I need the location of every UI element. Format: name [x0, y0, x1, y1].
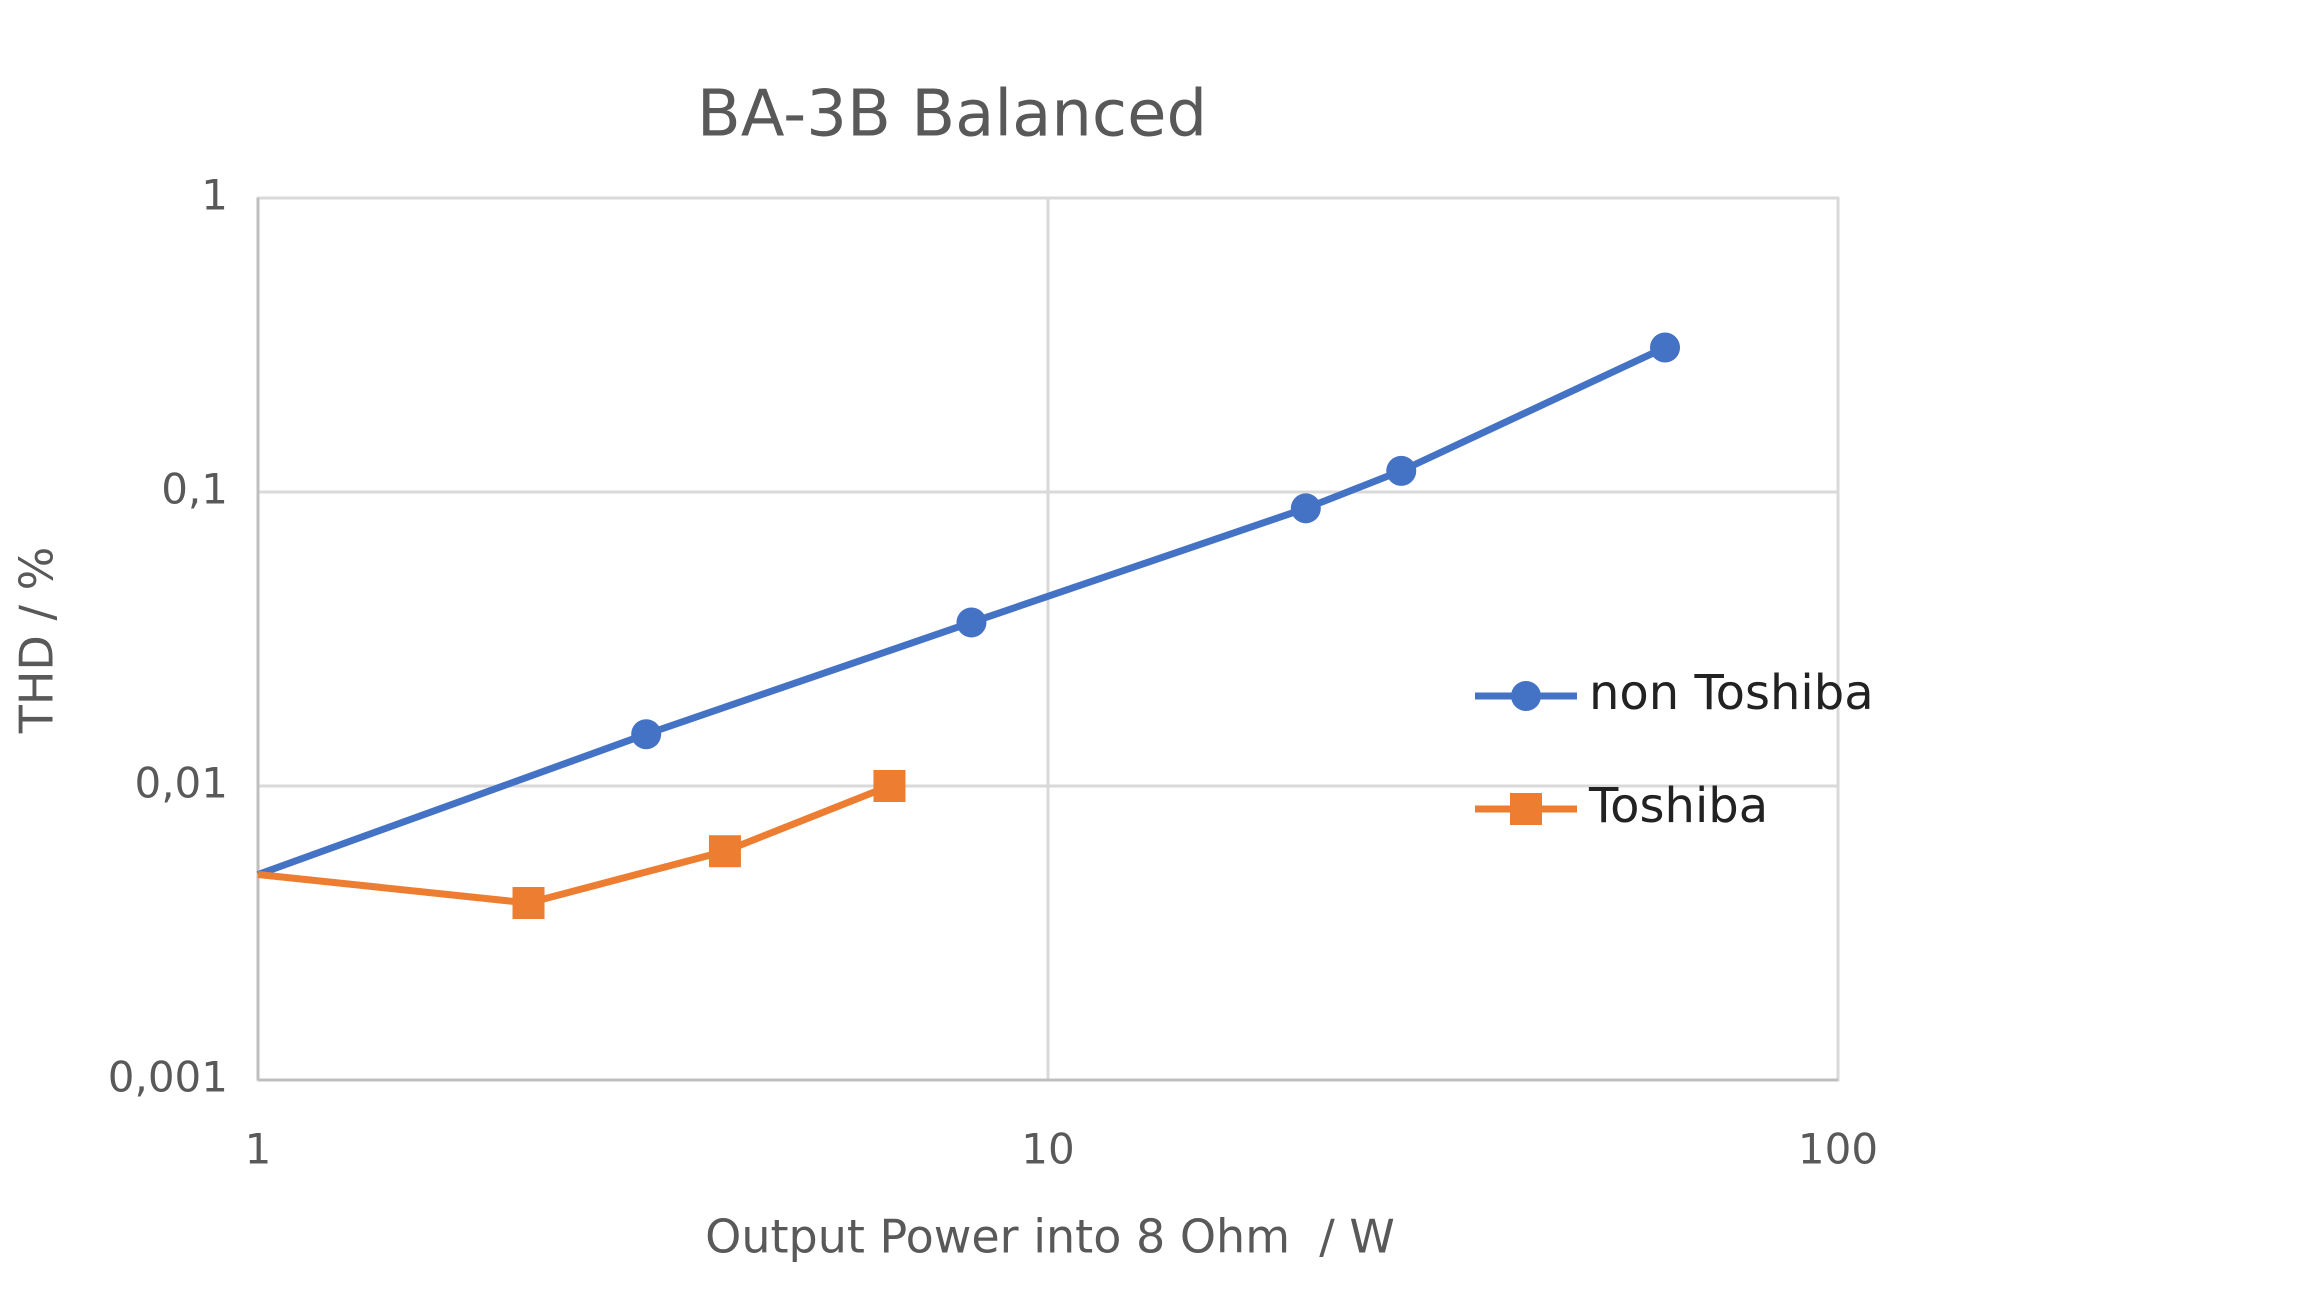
square-marker: [708, 835, 741, 868]
legend-marker: [1510, 793, 1542, 825]
circle-marker: [631, 719, 662, 750]
x-tick-label: 100: [1798, 1125, 1878, 1174]
circle-marker: [1386, 455, 1417, 486]
chart-title: BA-3B Balanced: [697, 78, 1207, 152]
legend-label: non Toshiba: [1589, 665, 1874, 721]
series-line: [256, 344, 1667, 878]
x-tick-label: 10: [1021, 1125, 1074, 1174]
square-marker: [512, 886, 545, 919]
y-tick-label: 1: [201, 171, 228, 220]
y-tick-label: 0,01: [134, 759, 228, 808]
circle-marker: [1290, 493, 1321, 524]
x-axis-label: Output Power into 8 Ohm / W: [705, 1210, 1395, 1264]
circle-marker: [1650, 332, 1681, 363]
circle-marker: [956, 607, 987, 638]
x-tick-label: 1: [245, 1125, 272, 1174]
square-marker: [873, 770, 906, 802]
legend-label: Toshiba: [1588, 778, 1768, 834]
series-line: [257, 782, 891, 907]
y-axis-label: THD / %: [10, 547, 64, 735]
legend-marker: [1511, 681, 1541, 711]
y-tick-label: 0,001: [108, 1053, 228, 1102]
y-tick-label: 0,1: [161, 465, 228, 514]
